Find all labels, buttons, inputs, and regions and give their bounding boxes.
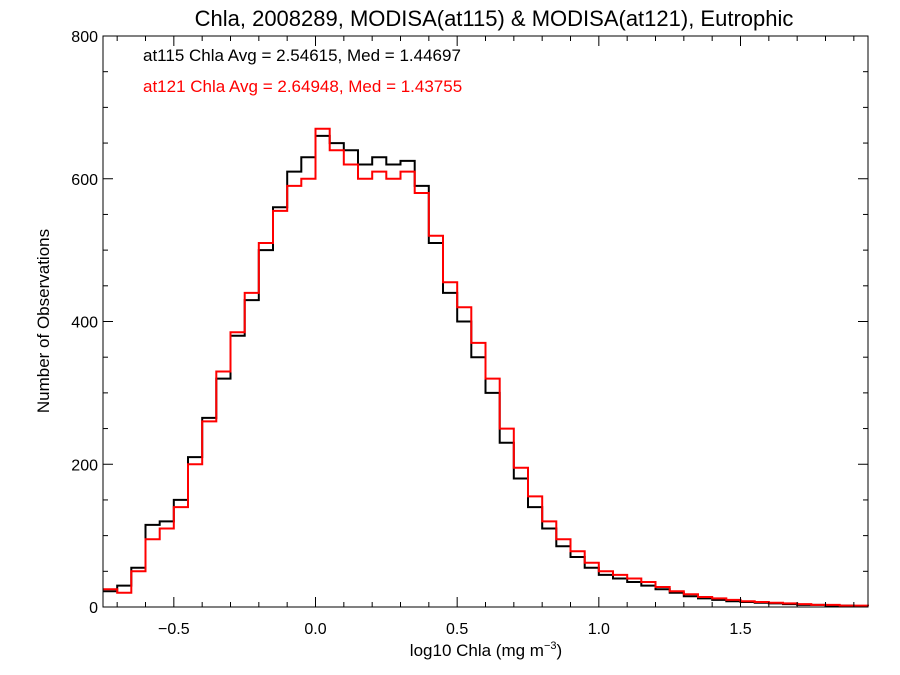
y-axis-label: Number of Observations bbox=[34, 229, 53, 413]
stat-annotation-at115: at115 Chla Avg = 2.54615, Med = 1.44697 bbox=[143, 46, 461, 65]
x-axis-label-exponent: −3 bbox=[544, 640, 557, 652]
y-tick-label: 600 bbox=[71, 172, 98, 189]
x-tick-label: 1.0 bbox=[588, 621, 610, 638]
y-tick-label: 800 bbox=[71, 29, 98, 46]
x-tick-label: 0.0 bbox=[304, 621, 326, 638]
x-axis-label-base: log10 Chla (mg m bbox=[410, 641, 544, 660]
y-tick-label: 400 bbox=[71, 315, 98, 332]
x-axis-label-close: ) bbox=[557, 641, 563, 660]
y-tick-label: 0 bbox=[89, 600, 98, 617]
series-line-1 bbox=[103, 127, 869, 607]
y-tick-label: 200 bbox=[71, 457, 98, 474]
ticks-layer: −0.5 0.0 0.5 1.0 1.5 0 200 400 600 800 bbox=[71, 29, 868, 638]
stat-annotation-at121: at121 Chla Avg = 2.64948, Med = 1.43755 bbox=[143, 77, 462, 96]
plot-frame bbox=[102, 35, 869, 608]
x-tick-label: −0.5 bbox=[158, 621, 190, 638]
chart-title: Chla, 2008289, MODISA(at115) & MODISA(at… bbox=[195, 6, 794, 31]
x-axis-label: log10 Chla (mg m−3) bbox=[410, 640, 562, 660]
x-tick-label: 1.5 bbox=[729, 621, 751, 638]
x-tick-label: 0.5 bbox=[446, 621, 468, 638]
series-layer bbox=[103, 127, 869, 608]
